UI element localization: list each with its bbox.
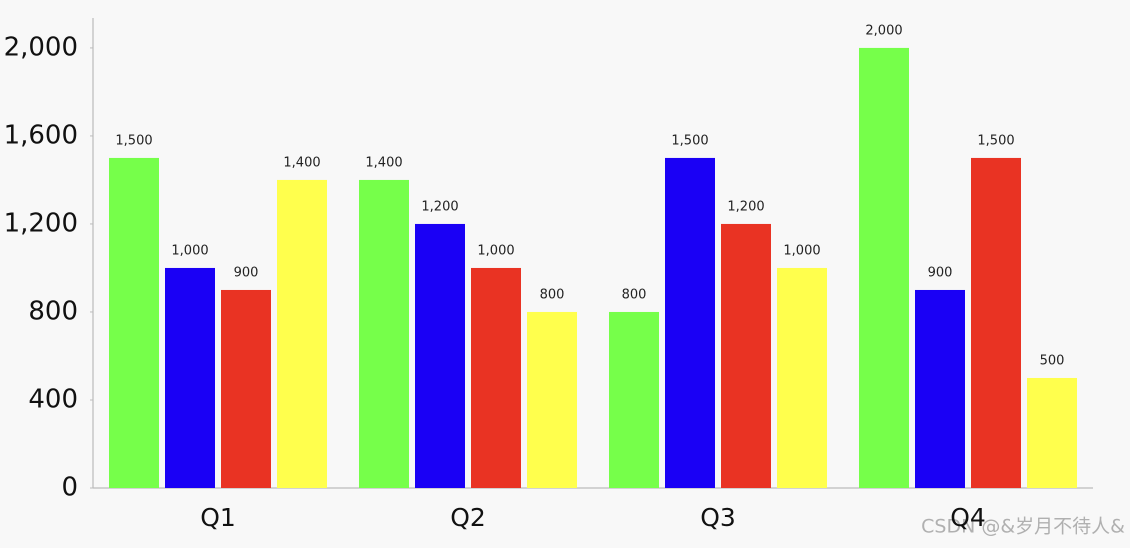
value-label: 1,400: [365, 155, 402, 170]
bar: [1027, 377, 1077, 488]
value-label: 900: [234, 265, 259, 280]
value-label: 1,500: [977, 133, 1014, 148]
value-label: 1,500: [115, 133, 152, 148]
x-tick-label: Q4: [950, 503, 986, 532]
bar: [971, 157, 1021, 488]
value-label: 1,200: [421, 199, 458, 214]
bar: [165, 267, 215, 488]
bar: [609, 311, 659, 488]
bar: [721, 223, 771, 488]
value-label: 500: [1040, 353, 1065, 368]
y-tick-label: 1,200: [4, 208, 78, 238]
y-tick-label: 400: [28, 384, 78, 414]
bar: [777, 267, 827, 488]
x-tick-label: Q2: [450, 503, 486, 532]
y-tick-label: 0: [61, 473, 78, 503]
value-label: 1,000: [783, 243, 820, 258]
bar: [221, 289, 271, 488]
bar: [859, 47, 909, 488]
bar: [915, 289, 965, 488]
bar: [527, 311, 577, 488]
value-label: 900: [928, 265, 953, 280]
x-tick-label: Q3: [700, 503, 736, 532]
bar: [471, 267, 521, 488]
value-label: 1,200: [727, 199, 764, 214]
value-label: 1,500: [671, 133, 708, 148]
value-label: 800: [540, 287, 565, 302]
value-label: 800: [622, 287, 647, 302]
x-tick-label: Q1: [200, 503, 236, 532]
value-label: 1,000: [477, 243, 514, 258]
bar: [277, 179, 327, 488]
value-label: 1,400: [283, 155, 320, 170]
value-label: 1,000: [171, 243, 208, 258]
watermark: CSDN @&岁月不待人&: [921, 516, 1125, 538]
bar: [109, 157, 159, 488]
y-tick-label: 2,000: [4, 32, 78, 62]
value-label: 2,000: [865, 23, 902, 38]
bar: [415, 223, 465, 488]
y-tick-label: 800: [28, 296, 78, 326]
y-tick-label: 1,600: [4, 120, 78, 150]
bar: [665, 157, 715, 488]
bar: [359, 179, 409, 488]
